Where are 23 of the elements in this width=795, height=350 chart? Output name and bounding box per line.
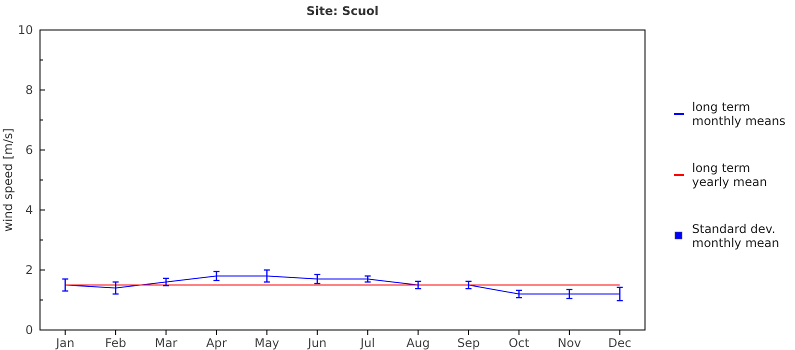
legend-label: long term yearly mean — [692, 161, 768, 189]
chart-title: Site: Scuol — [306, 4, 379, 18]
x-tick-label: Apr — [206, 336, 227, 350]
text: Standard dev. monthly mean — [692, 222, 780, 250]
x-tick-label: Jul — [359, 336, 375, 350]
x-tick-label: Feb — [105, 336, 126, 350]
x-tick-label: Sep — [457, 336, 480, 350]
x-tick-label: Mar — [154, 336, 178, 350]
y-axis-title: wind speed [m/s] — [1, 128, 15, 232]
x-tick-label: Oct — [508, 336, 530, 350]
x-tick-label: May — [254, 336, 280, 350]
x-tick-label: Dec — [608, 336, 632, 350]
x-tick-label: Nov — [558, 336, 582, 350]
y-tick-label: 2 — [25, 263, 33, 277]
y-tick-label: 0 — [25, 323, 33, 337]
x-tick-label: Jun — [306, 336, 327, 350]
y-tick-label: 4 — [25, 203, 33, 217]
y-tick-label: 10 — [18, 23, 33, 37]
legend-label: long term monthly means — [692, 100, 786, 128]
x-tick-label: Jan — [54, 336, 74, 350]
x-tick-label: Aug — [406, 336, 430, 350]
y-tick-label: 8 — [25, 83, 33, 97]
y-tick-label: 6 — [25, 143, 33, 157]
